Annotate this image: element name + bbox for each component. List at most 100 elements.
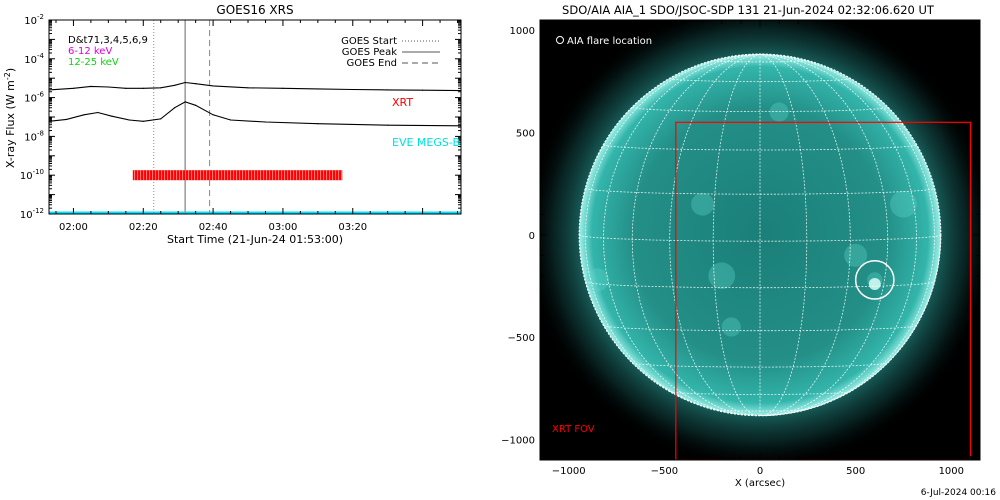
aia-legend-circle-icon xyxy=(556,36,564,44)
aia-y-tick-label: 500 xyxy=(516,129,535,140)
goes-xrs-panel: GOES16 XRS 10-12 10-10 10-8 10-6 10-4 10-2 02… xyxy=(3,3,462,246)
aia-x-tick-label: −500 xyxy=(651,466,678,477)
goes-series-point xyxy=(97,111,99,114)
aia-y-tick-label: −1000 xyxy=(501,436,535,447)
latitude-line xyxy=(585,187,935,195)
goes-series-point xyxy=(65,118,68,121)
goes-y-tick-label: 10-10 xyxy=(20,168,44,182)
goes-series-point xyxy=(160,118,162,120)
goes-y-tick-label: 10-12 xyxy=(20,207,44,221)
goes-title: GOES16 XRS xyxy=(216,3,293,17)
goes-legend-item-6-12kev: 6-12 keV xyxy=(68,46,112,57)
goes-x-label: Start Time (21-Jun-24 01:53:00) xyxy=(167,233,343,246)
goes-series-point xyxy=(125,87,127,89)
latitude-line xyxy=(713,409,807,412)
footer-date: 6-Jul-2024 00:16 xyxy=(921,488,997,498)
goes-series-point xyxy=(72,87,75,89)
active-region xyxy=(721,317,741,337)
goes-legend-peak-label: GOES Peak xyxy=(342,47,397,58)
longitude-line xyxy=(759,53,936,416)
aia-legend-label: AIA flare location xyxy=(567,36,652,47)
goes-series-point xyxy=(229,119,232,121)
goes-legend-start-label: GOES Start xyxy=(341,36,397,47)
goes-x-tick-label: 02:40 xyxy=(199,222,228,233)
goes-series-point xyxy=(212,85,214,87)
latitude-line xyxy=(578,234,942,242)
aia-y-axis: 1000 500 0 −500 −1000 xyxy=(501,26,980,461)
aia-title: SDO/AIA AIA_1 SDO/JSOC-SDP 131 21-Jun-20… xyxy=(562,3,935,17)
aia-x-tick-label: 0 xyxy=(757,466,763,477)
aia-y-tick-label: 0 xyxy=(529,231,535,242)
longitude-line xyxy=(631,53,761,416)
goes-series-point xyxy=(195,83,197,85)
flare-bright-core xyxy=(868,278,881,290)
solar-disk xyxy=(579,54,941,416)
latitude-line xyxy=(631,362,889,368)
goes-series-point xyxy=(128,119,130,121)
latitude-line xyxy=(713,60,807,63)
latitude-line xyxy=(585,281,935,289)
goes-series-point xyxy=(174,107,176,109)
longitude-line xyxy=(584,53,761,416)
aia-y-tick-label: −500 xyxy=(508,333,535,344)
goes-y-label: X-ray Flux (W m-2) xyxy=(3,68,17,168)
aia-x-tick-label: 1000 xyxy=(939,466,964,477)
goes-x-tick-label: 02:20 xyxy=(129,222,158,233)
aia-x-tick-label: 500 xyxy=(846,466,865,477)
active-region xyxy=(769,102,789,122)
active-region xyxy=(708,262,736,290)
goes-series-point xyxy=(421,89,424,91)
goes-series-point xyxy=(184,81,186,84)
goes-legend-end-label: GOES End xyxy=(347,58,397,69)
longitude-line xyxy=(759,53,851,416)
active-region xyxy=(585,268,609,292)
goes-series-point xyxy=(107,86,109,88)
goes-x-tick-label: 03:00 xyxy=(269,222,298,233)
latitude-line xyxy=(603,144,917,151)
aia-panel: SDO/AIA AIA_1 SDO/JSOC-SDP 131 21-Jun-20… xyxy=(501,3,981,489)
goes-legend-title: D&t71,3,4,5,6,9 xyxy=(68,35,148,46)
goes-y-axis: 10-12 10-10 10-8 10-6 10-4 10-2 xyxy=(20,13,461,221)
goes-series-point xyxy=(184,101,186,103)
goes-x-axis: 02:00 02:20 02:40 03:00 03:20 xyxy=(55,20,459,233)
goes-series-point xyxy=(83,114,85,116)
xrt-fov-label: XRT FOV xyxy=(552,424,595,435)
active-region xyxy=(844,243,868,267)
active-regions xyxy=(585,102,917,337)
longitude-line xyxy=(669,53,761,416)
xrt-annotation: XRT xyxy=(392,96,413,109)
goes-y-tick-label: 10-8 xyxy=(24,129,44,143)
limb-outline xyxy=(578,53,942,417)
aia-x-axis: −1000 −500 0 500 1000 xyxy=(549,20,971,477)
aia-y-tick-label: 1000 xyxy=(510,26,535,37)
latitude-line xyxy=(669,78,851,82)
goes-series-point xyxy=(160,87,162,89)
goes-y-tick-label: 10-6 xyxy=(24,91,44,105)
flare-location-marker xyxy=(854,260,895,300)
latitude-line xyxy=(603,324,917,332)
eve-annotation: EVE MEGS-B xyxy=(392,136,460,149)
goes-series-point xyxy=(387,89,389,91)
goes-series-point xyxy=(387,124,389,126)
goes-series-point xyxy=(90,85,92,87)
goes-series-point xyxy=(317,123,319,125)
goes-series-point xyxy=(264,121,267,123)
goes-series-point xyxy=(247,87,249,89)
goes-y-tick-label: 10-2 xyxy=(24,13,44,27)
goes-x-tick-label: 02:00 xyxy=(59,222,88,233)
latitude-line xyxy=(669,391,851,395)
goes-x-tick-label: 03:20 xyxy=(338,222,367,233)
goes-series-point xyxy=(195,104,197,106)
aia-image: AIA flare location XRT FOV xyxy=(540,20,980,460)
goes-plot-area xyxy=(48,20,462,214)
aia-x-label: X (arcsec) xyxy=(735,478,785,489)
goes-series-point xyxy=(282,87,284,89)
active-region xyxy=(890,190,917,218)
xrt-observation-bar xyxy=(132,170,343,181)
goes-series-point xyxy=(174,84,176,86)
aia-x-tick-label: −1000 xyxy=(552,466,586,477)
goes-series-point xyxy=(317,88,319,90)
goes-y-tick-label: 10-4 xyxy=(24,52,44,66)
goes-series-point xyxy=(142,87,144,89)
goes-series-point xyxy=(352,88,354,91)
